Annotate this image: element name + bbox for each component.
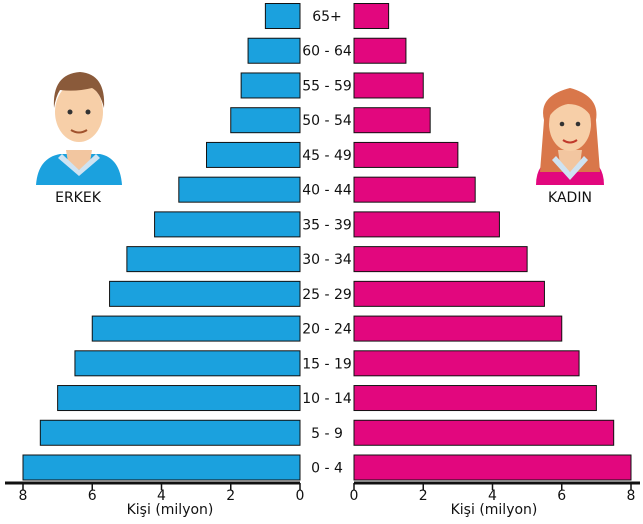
x-axis-label: Kişi (milyon) bbox=[451, 502, 538, 518]
category-label: 30 - 34 bbox=[302, 252, 352, 268]
category-label: 15 - 19 bbox=[302, 356, 352, 372]
bar bbox=[240, 72, 301, 99]
bar bbox=[230, 107, 301, 134]
x-tick-label: 8 bbox=[627, 488, 636, 504]
x-tick-label: 2 bbox=[226, 488, 235, 504]
bar bbox=[353, 419, 615, 446]
bar bbox=[353, 72, 424, 99]
category-label: 25 - 29 bbox=[302, 287, 352, 303]
category-label: 45 - 49 bbox=[302, 148, 352, 164]
category-label: 35 - 39 bbox=[302, 217, 352, 233]
bar bbox=[91, 315, 301, 342]
bar bbox=[247, 37, 301, 64]
bar bbox=[353, 280, 545, 307]
bar bbox=[22, 454, 301, 481]
category-label: 10 - 14 bbox=[302, 391, 352, 407]
bar bbox=[74, 350, 301, 377]
bar bbox=[353, 37, 407, 64]
x-tick-label: 4 bbox=[157, 488, 166, 504]
x-tick-label: 6 bbox=[557, 488, 566, 504]
bar bbox=[353, 350, 580, 377]
bar bbox=[353, 385, 597, 412]
category-label: 50 - 54 bbox=[302, 113, 352, 129]
category-label: 0 - 4 bbox=[311, 461, 343, 477]
x-tick-label: 8 bbox=[19, 488, 28, 504]
bar bbox=[353, 246, 528, 273]
category-label: 55 - 59 bbox=[302, 78, 352, 94]
male-icon bbox=[36, 72, 122, 185]
category-label: 5 - 9 bbox=[311, 426, 343, 442]
bar bbox=[353, 315, 563, 342]
x-tick-label: 2 bbox=[419, 488, 428, 504]
bar bbox=[39, 419, 301, 446]
bar bbox=[109, 280, 301, 307]
category-label: 60 - 64 bbox=[302, 44, 352, 60]
bar bbox=[353, 141, 459, 168]
bar bbox=[264, 3, 301, 30]
series-label: ERKEK bbox=[55, 190, 102, 206]
series-label: KADIN bbox=[548, 190, 592, 206]
category-label: 40 - 44 bbox=[302, 183, 352, 199]
x-tick-label: 0 bbox=[296, 488, 305, 504]
category-label: 65+ bbox=[312, 9, 342, 25]
x-tick-label: 4 bbox=[488, 488, 497, 504]
x-tick-label: 6 bbox=[88, 488, 97, 504]
bar bbox=[126, 246, 301, 273]
x-tick-label: 0 bbox=[350, 488, 359, 504]
bar bbox=[353, 107, 431, 134]
bar bbox=[353, 454, 632, 481]
bar bbox=[353, 176, 476, 203]
x-axis-label: Kişi (milyon) bbox=[127, 502, 214, 518]
category-label: 20 - 24 bbox=[302, 322, 352, 338]
bar bbox=[353, 3, 390, 30]
bar bbox=[353, 211, 500, 238]
bar bbox=[178, 176, 301, 203]
bar bbox=[154, 211, 301, 238]
bar bbox=[206, 141, 301, 168]
female-icon bbox=[536, 88, 604, 185]
bar bbox=[57, 385, 301, 412]
